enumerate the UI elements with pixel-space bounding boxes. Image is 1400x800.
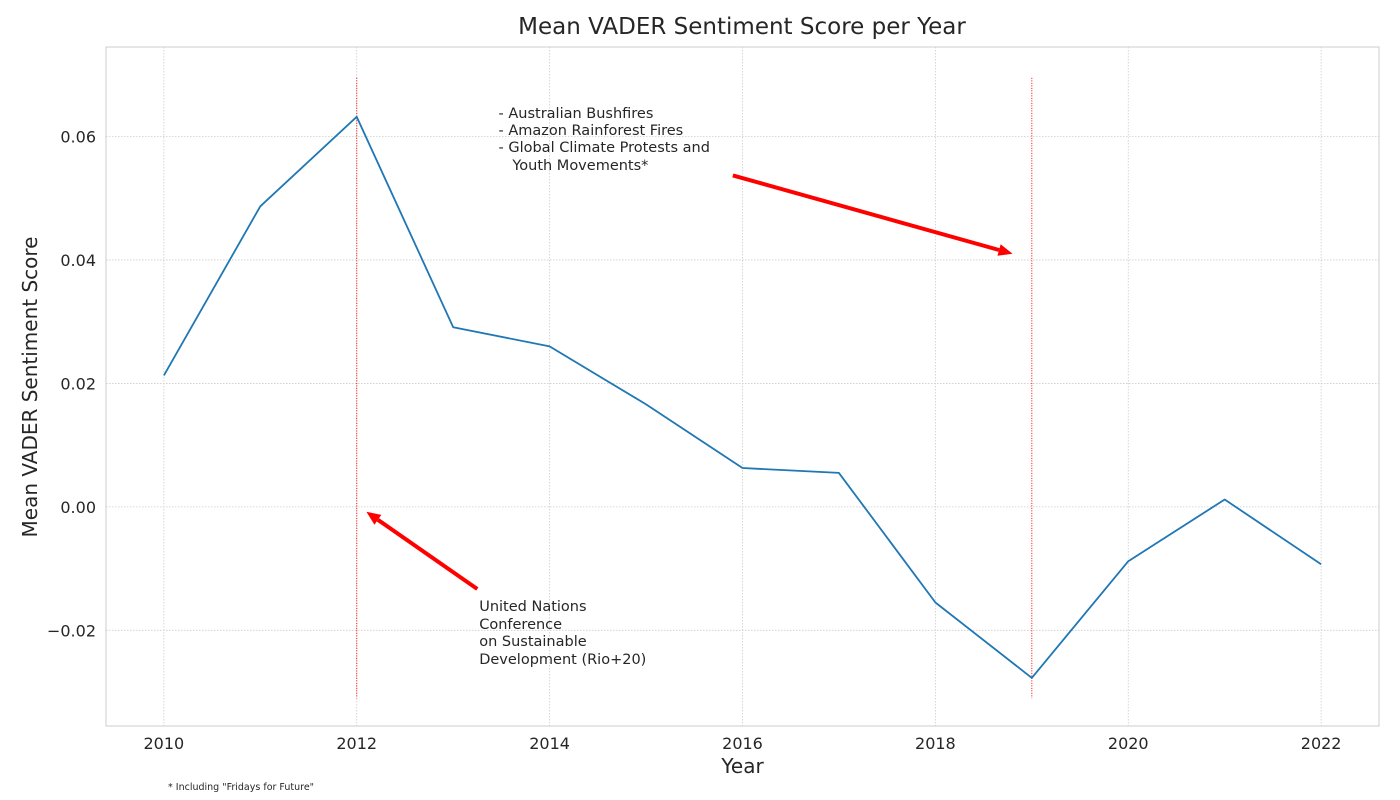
x-tick-label: 2010 <box>144 734 185 753</box>
grid-lines <box>106 47 1379 726</box>
y-tick-label: 0.00 <box>60 498 96 517</box>
annotation-events-2019: - Australian Bushfires - Amazon Rainfore… <box>498 105 710 174</box>
x-tick-label: 2018 <box>915 734 956 753</box>
x-axis-ticks: 2010 2012 2014 2016 2018 2020 2022 <box>144 734 1342 753</box>
footnote: * Including "Fridays for Future" <box>168 782 315 793</box>
event-markers <box>356 77 1033 699</box>
x-tick-label: 2020 <box>1108 734 1149 753</box>
x-tick-label: 2012 <box>336 734 377 753</box>
y-axis-ticks: −0.02 0.00 0.02 0.04 0.06 <box>47 128 96 641</box>
y-tick-label: 0.02 <box>60 374 96 393</box>
chart-title: Mean VADER Sentiment Score per Year <box>518 14 966 40</box>
x-tick-label: 2022 <box>1301 734 1342 753</box>
x-tick-label: 2014 <box>529 734 570 753</box>
arrow-shaft <box>732 173 1000 252</box>
y-tick-label: −0.02 <box>47 621 96 640</box>
x-axis-label: Year <box>721 754 764 778</box>
y-tick-label: 0.06 <box>60 128 96 147</box>
annotation-arrows <box>366 173 1013 591</box>
arrow-head <box>366 511 382 525</box>
series-line <box>163 115 1322 679</box>
arrow-shaft <box>376 518 479 591</box>
data-series <box>163 115 1322 679</box>
x-tick-label: 2016 <box>722 734 763 753</box>
y-axis-label: Mean VADER Sentiment Score <box>18 236 42 538</box>
annotation-rio20: United Nations Conference on Sustainable… <box>479 599 647 668</box>
arrow-head <box>997 244 1013 256</box>
y-tick-label: 0.04 <box>60 251 96 270</box>
